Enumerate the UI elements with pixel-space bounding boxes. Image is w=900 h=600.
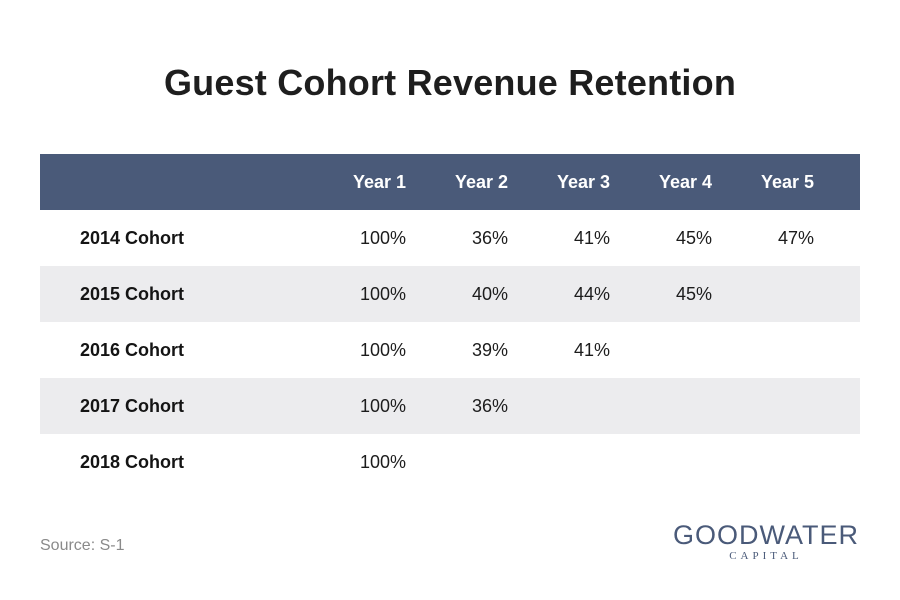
row-label: 2014 Cohort [80, 228, 185, 248]
table-cell: 41% [573, 228, 610, 248]
table-row: 2015 Cohort 100% 40% 44% 45% [40, 266, 860, 322]
row-label: 2017 Cohort [80, 396, 185, 416]
table-cell [428, 434, 508, 490]
column-header-year-5: Year 5 [760, 172, 814, 192]
table-header-row: Year 1 Year 2 Year 3 Year 4 Year 5 [40, 154, 860, 210]
table-cell [530, 378, 610, 434]
table-cell: 36% [471, 228, 508, 248]
table-cell: 100% [359, 228, 406, 248]
table-row: 2014 Cohort 100% 36% 41% 45% 47% [40, 210, 860, 266]
table-cell: 41% [573, 340, 610, 360]
table-cell [734, 434, 814, 490]
table-cell: 44% [573, 284, 610, 304]
table-cell [734, 378, 814, 434]
table-cell [530, 434, 610, 490]
table-cell: 100% [359, 284, 406, 304]
table-cell [632, 434, 712, 490]
column-header-year-2: Year 2 [454, 172, 508, 192]
column-header-year-1: Year 1 [352, 172, 406, 192]
chart-title: Guest Cohort Revenue Retention [163, 62, 737, 103]
table-cell: 39% [471, 340, 508, 360]
table-row: 2018 Cohort 100% [40, 434, 860, 490]
row-label: 2018 Cohort [80, 452, 185, 472]
row-label: 2015 Cohort [80, 284, 185, 304]
logo-subtitle: CAPITAL [729, 550, 803, 562]
table-row: 2017 Cohort 100% 36% [40, 378, 860, 434]
table-cell [632, 322, 712, 378]
logo-wordmark: GOODWATER [673, 520, 859, 550]
table-cell: 100% [359, 452, 406, 472]
table-row: 2016 Cohort 100% 39% 41% [40, 322, 860, 378]
table-cell: 47% [777, 228, 814, 248]
table-cell: 100% [359, 396, 406, 416]
goodwater-logo: GOODWATER CAPITAL [672, 520, 860, 562]
table-cell: 36% [471, 396, 508, 416]
row-label: 2016 Cohort [80, 340, 185, 360]
retention-table: Year 1 Year 2 Year 3 Year 4 Year 5 2014 … [40, 154, 860, 490]
table-cell: 45% [675, 284, 712, 304]
column-header-year-3: Year 3 [556, 172, 610, 192]
table-cell [734, 266, 814, 322]
table-cell: 40% [471, 284, 508, 304]
source-note: Source: S-1 [40, 537, 125, 554]
table-cell: 100% [359, 340, 406, 360]
column-header-year-4: Year 4 [658, 172, 712, 192]
table-cell [734, 322, 814, 378]
table-cell [632, 378, 712, 434]
table-cell: 45% [675, 228, 712, 248]
